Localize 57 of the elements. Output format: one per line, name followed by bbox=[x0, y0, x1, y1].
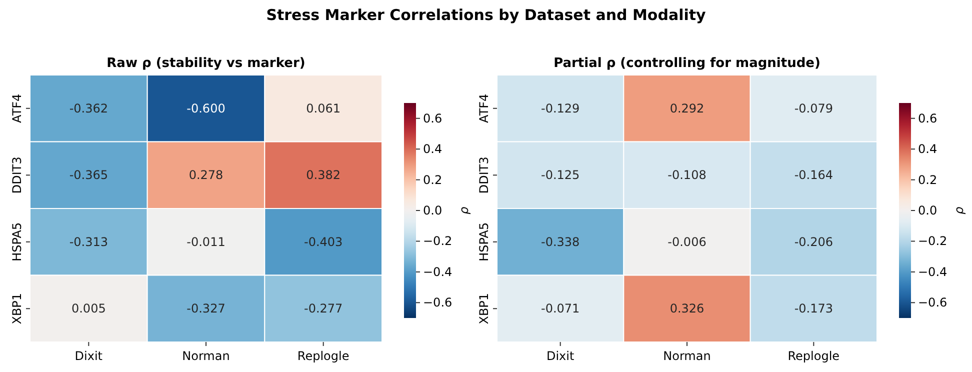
data-label: -0.173 bbox=[794, 302, 834, 316]
color-bar-label: −0.6 bbox=[423, 296, 452, 310]
data-label: -0.362 bbox=[69, 101, 108, 116]
data-label: -0.108 bbox=[668, 168, 706, 182]
data-label: -0.164 bbox=[794, 168, 834, 182]
data-label: 0.326 bbox=[670, 302, 704, 316]
data-label: -0.206 bbox=[794, 234, 834, 249]
color-bar-label: 0.0 bbox=[423, 204, 442, 218]
y-tick-label: ATF4 bbox=[10, 94, 24, 123]
color-bar-label: 0.0 bbox=[918, 204, 938, 218]
y-tick-label: HSPA5 bbox=[477, 222, 491, 262]
data-label: -0.365 bbox=[69, 168, 108, 182]
data-label: -0.327 bbox=[186, 302, 226, 316]
y-tick-label: HSPA5 bbox=[10, 222, 24, 262]
data-label: -0.129 bbox=[540, 101, 580, 116]
chart-title: Raw ρ (stability vs marker) bbox=[106, 56, 306, 71]
color-bar-label: 0.2 bbox=[423, 172, 442, 187]
data-label: -0.313 bbox=[69, 234, 108, 249]
color-bar-label: −0.4 bbox=[918, 264, 948, 279]
x-tick-label: Replogle bbox=[297, 349, 350, 363]
color-bar-title: ρ bbox=[457, 206, 471, 214]
x-tick-label: Norman bbox=[182, 349, 230, 363]
data-label: 0.005 bbox=[71, 302, 106, 316]
x-tick-label: Replogle bbox=[788, 349, 840, 363]
data-label: -0.011 bbox=[186, 234, 226, 249]
data-label: -0.006 bbox=[668, 234, 706, 249]
chart-title: Partial ρ (controlling for magnitude) bbox=[554, 56, 820, 71]
y-tick-label: DDIT3 bbox=[477, 156, 491, 194]
color-bar-label: 0.2 bbox=[918, 172, 938, 187]
data-label: 0.382 bbox=[306, 168, 341, 182]
data-label: 0.278 bbox=[188, 168, 224, 182]
text: Stress Marker Correlations by Dataset and Modality bbox=[266, 6, 706, 24]
x-tick-label: Dixit bbox=[74, 349, 103, 363]
data-label: -0.079 bbox=[794, 101, 834, 116]
data-label: -0.125 bbox=[540, 168, 580, 182]
color-bar-label: −0.6 bbox=[918, 296, 948, 310]
data-label: -0.403 bbox=[304, 234, 343, 249]
x-tick-label: Dixit bbox=[546, 349, 574, 363]
y-tick-label: DDIT3 bbox=[10, 156, 24, 194]
y-tick-label: XBP1 bbox=[477, 292, 491, 324]
color-bar-label: 0.6 bbox=[918, 111, 938, 126]
color-bar-label: −0.4 bbox=[423, 264, 452, 279]
data-label: -0.277 bbox=[304, 302, 343, 316]
data-label: 0.061 bbox=[306, 101, 341, 116]
color-bar-title: ρ bbox=[952, 206, 966, 214]
color-bar-label: 0.6 bbox=[423, 111, 442, 126]
y-tick-label: ATF4 bbox=[477, 94, 491, 123]
x-tick-label: Norman bbox=[663, 349, 711, 363]
color-bar-label: −0.2 bbox=[918, 234, 948, 248]
data-label: 0.292 bbox=[670, 101, 704, 116]
color-bar-label: 0.4 bbox=[423, 142, 442, 156]
data-label: -0.600 bbox=[186, 101, 226, 116]
data-label: -0.071 bbox=[540, 302, 580, 316]
color-bar-label: 0.4 bbox=[918, 142, 938, 156]
y-tick-label: XBP1 bbox=[10, 292, 24, 324]
data-label: -0.338 bbox=[540, 234, 580, 249]
color-bar-label: −0.2 bbox=[423, 234, 452, 248]
